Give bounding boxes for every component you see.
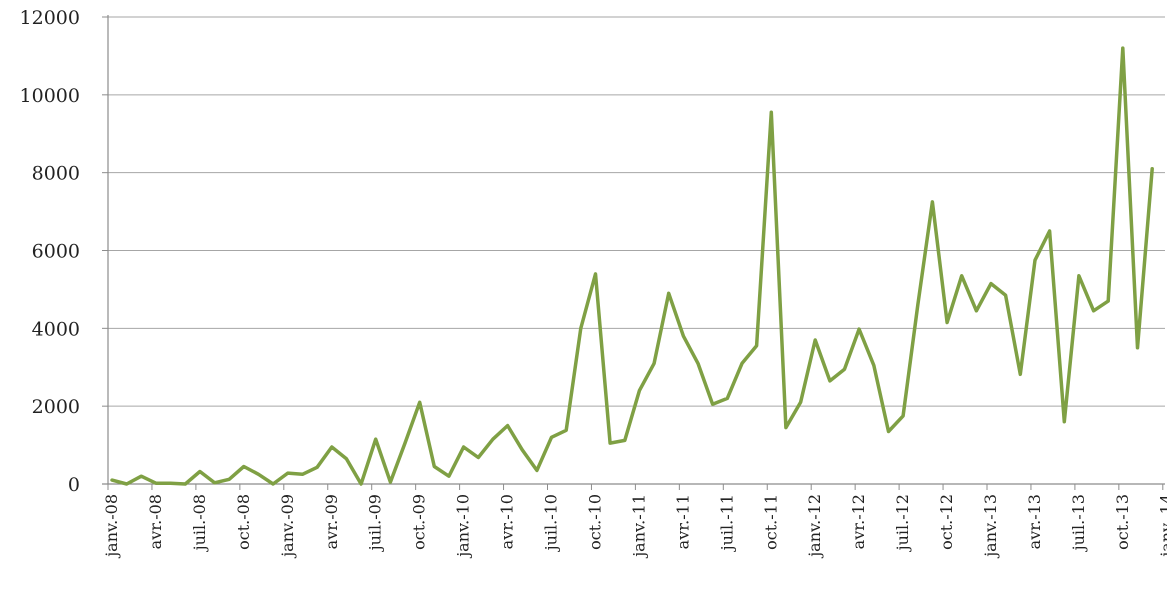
axes <box>102 15 1165 490</box>
x-tick-label: oct.-12 <box>937 494 956 550</box>
x-tick-label: janv.-10 <box>454 494 473 559</box>
x-tick-label: juil.-11 <box>717 494 736 552</box>
x-tick-label: janv.-13 <box>981 494 1000 559</box>
x-tick-label: oct.-09 <box>410 494 429 550</box>
y-tick-label: 10000 <box>20 85 80 107</box>
y-tick-label: 12000 <box>20 7 80 29</box>
x-tick-label: avr.-13 <box>1025 494 1044 549</box>
x-tick-label: janv.-08 <box>102 494 121 559</box>
x-tick-label: juil.-09 <box>366 494 385 552</box>
x-tick-label: oct.-10 <box>585 494 604 550</box>
x-tick-label: janv.-11 <box>629 494 648 559</box>
y-tick-label: 8000 <box>32 163 80 185</box>
y-axis-tick-labels: 0 2000 4000 6000 8000 10000 12000 <box>20 7 80 496</box>
x-tick-label: avr.-08 <box>146 494 165 549</box>
y-tick-label: 6000 <box>32 241 80 263</box>
x-tick-label: juil.-10 <box>542 494 561 552</box>
x-tick-label: janv.-14 <box>1157 494 1167 559</box>
x-tick-label: janv.-12 <box>805 494 824 559</box>
x-tick-label: avr.-12 <box>849 494 868 549</box>
x-tick-label: oct.-13 <box>1113 494 1132 550</box>
x-tick-label: juil.-13 <box>1069 494 1088 552</box>
y-tick-label: 4000 <box>32 318 80 340</box>
series-layer <box>110 46 1154 486</box>
x-tick-label: janv.-09 <box>278 494 297 559</box>
x-tick-label: avr.-11 <box>673 494 692 549</box>
gridlines <box>108 16 1165 407</box>
x-tick-label: oct.-11 <box>761 494 780 550</box>
x-tick-label: juil.-12 <box>893 494 912 552</box>
y-tick-label: 2000 <box>32 396 80 418</box>
series-line <box>110 46 1154 486</box>
x-tick-label: avr.-10 <box>498 494 517 549</box>
x-axis-tick-labels: janv.-08 avr.-08 juil.-08 oct.-08 janv.-09 av… <box>102 494 1167 559</box>
x-tick-label: avr.-09 <box>322 494 341 549</box>
y-tick-label: 0 <box>68 474 80 496</box>
x-tick-label: oct.-08 <box>234 494 253 550</box>
x-tick-label: juil.-08 <box>190 494 209 552</box>
